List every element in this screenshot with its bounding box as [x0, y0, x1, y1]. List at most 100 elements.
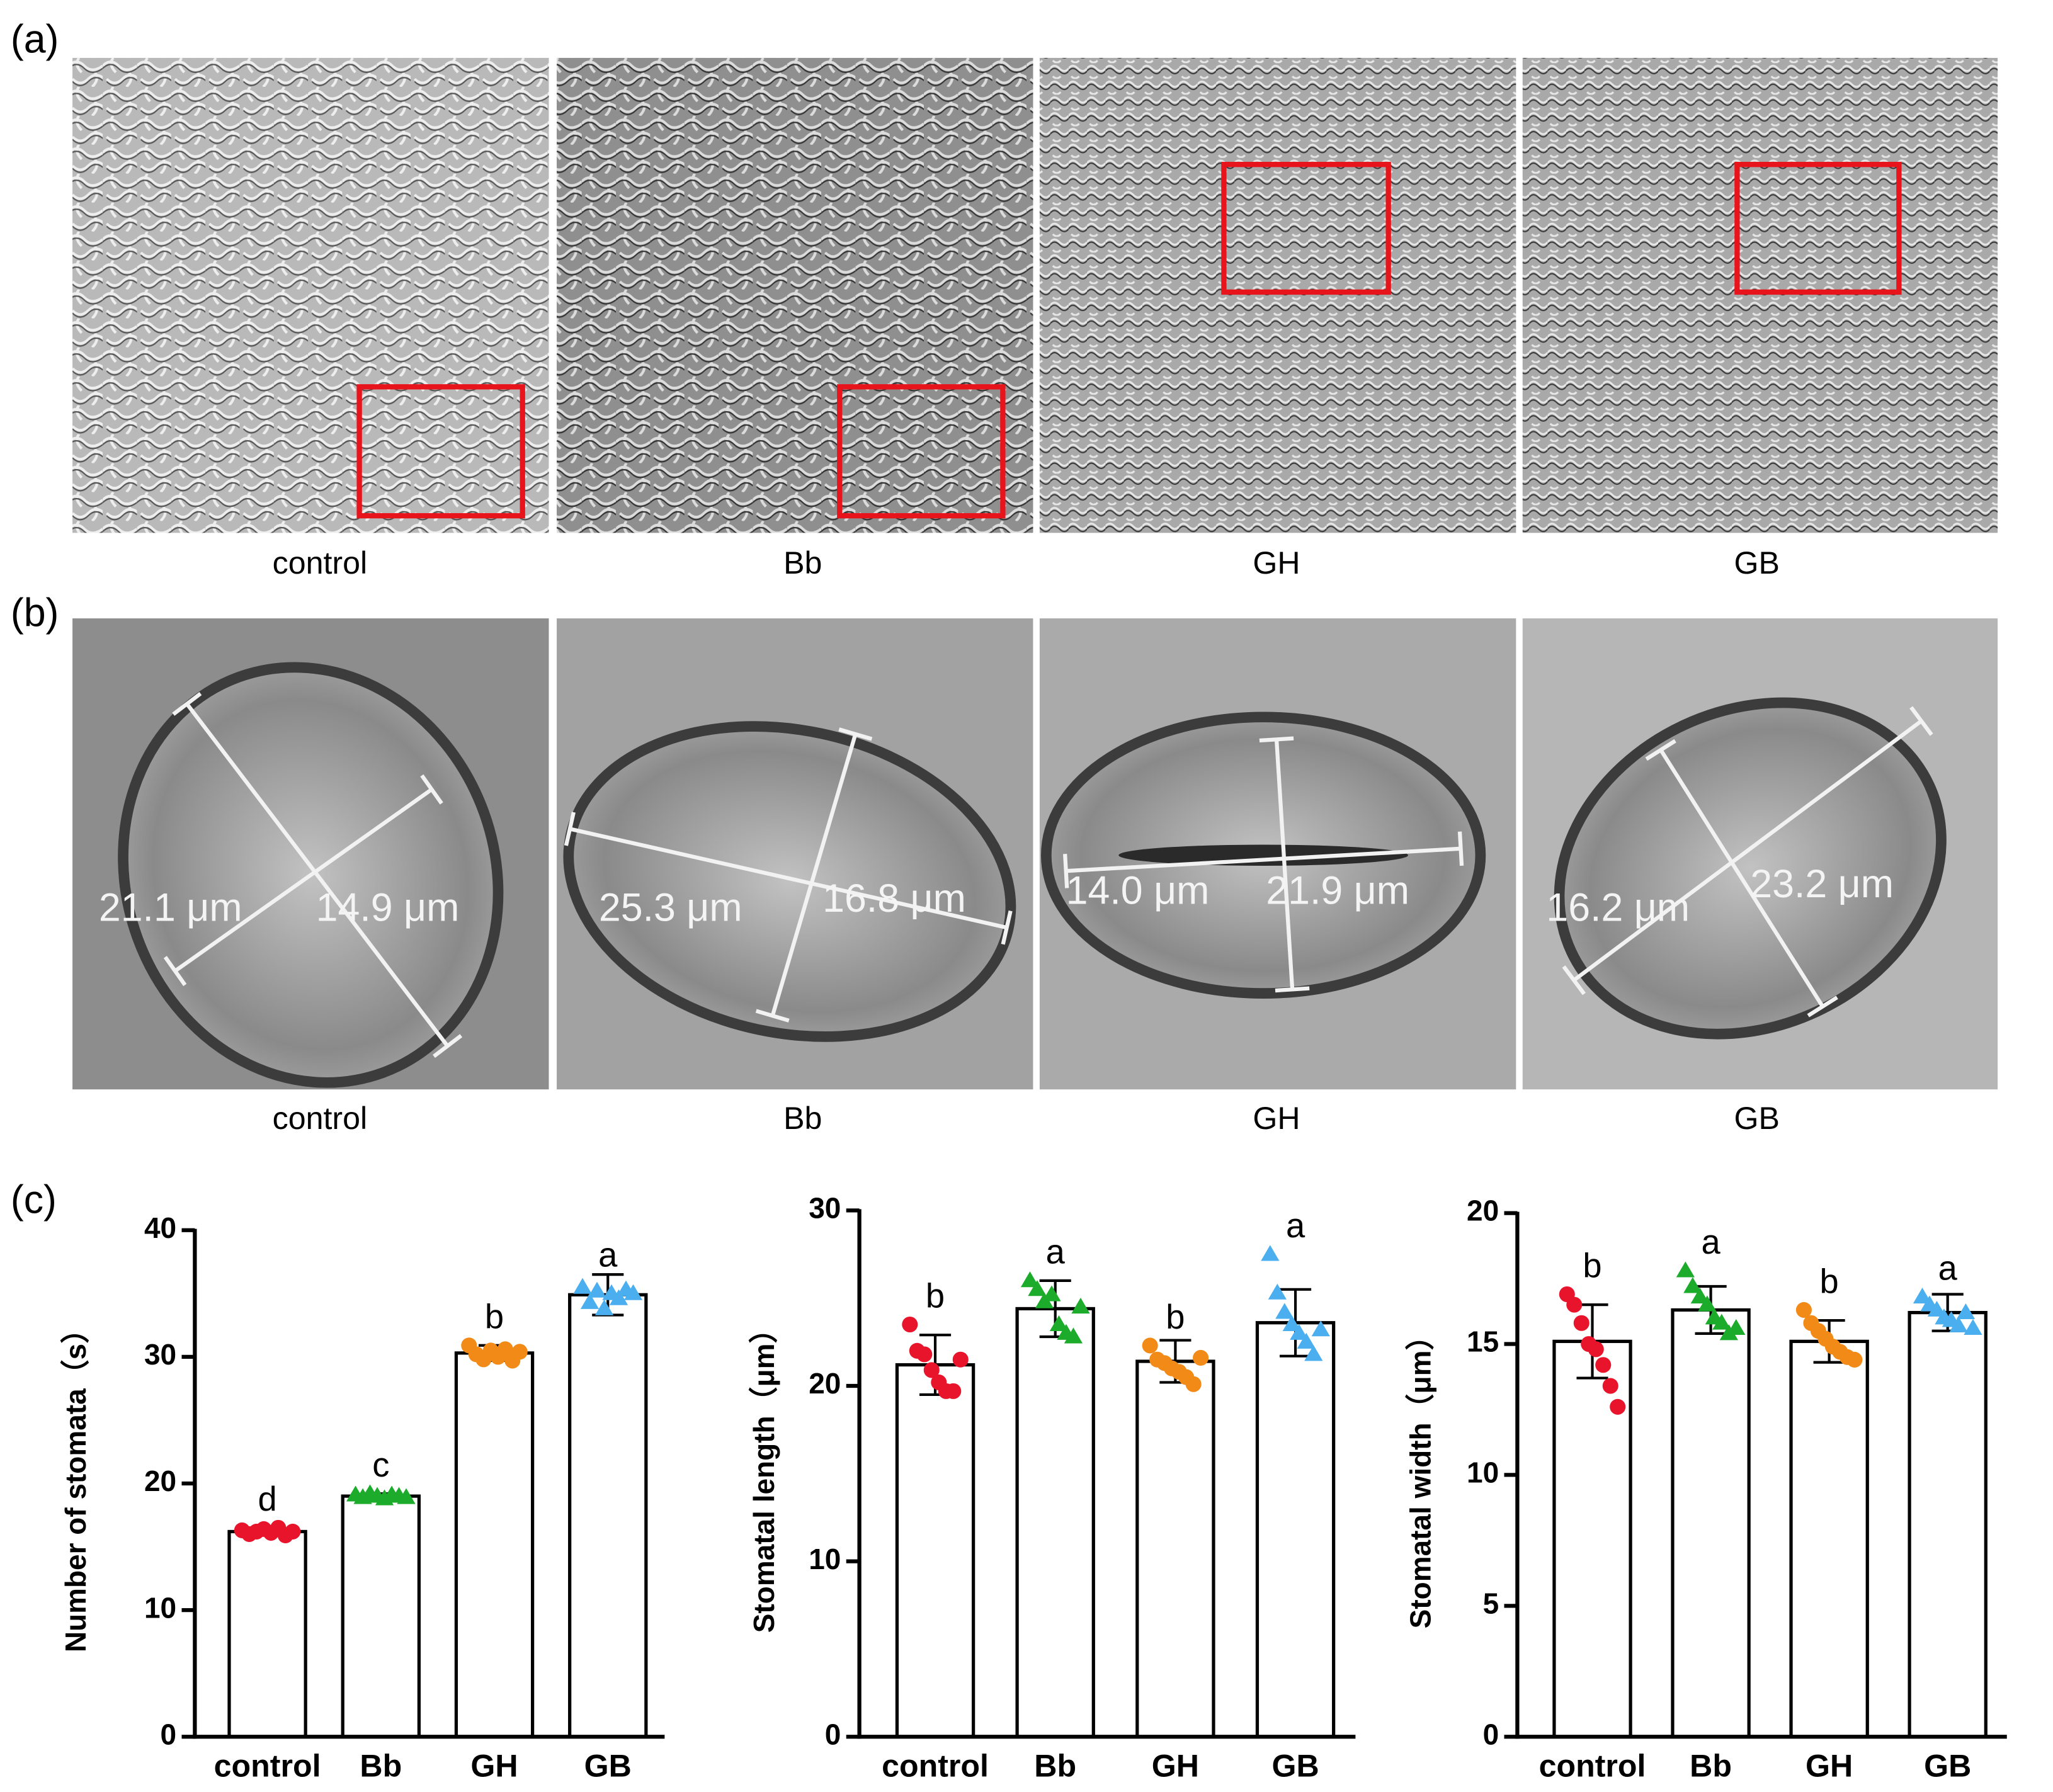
measure-cap	[163, 956, 187, 987]
significance-letter: a	[1701, 1223, 1720, 1261]
y-axis-title: Stomatal width（μm）	[1404, 1321, 1436, 1628]
y-tick-label: 0	[1483, 1718, 1499, 1750]
y-tick-label: 40	[144, 1211, 176, 1244]
highlight-box	[1734, 162, 1902, 295]
bar	[1908, 1310, 1988, 1738]
x-tick-label: GB	[1271, 1749, 1319, 1784]
measure-cap	[1275, 986, 1310, 993]
x-tick-label: Bb	[360, 1749, 402, 1784]
data-point	[497, 1341, 513, 1358]
measurement-label: 23.2 μm	[1750, 862, 1894, 906]
data-point	[1261, 1245, 1280, 1261]
y-axis-title: Stomatal length（μm）	[748, 1314, 780, 1633]
data-point	[1042, 1285, 1061, 1301]
significance-letter: b	[926, 1276, 945, 1315]
y-tick-label: 5	[1483, 1587, 1499, 1619]
measure-line	[1274, 739, 1295, 990]
y-tick-label: 20	[809, 1367, 841, 1400]
x-tick-label: GH	[470, 1749, 518, 1784]
y-axis-title: Number of stomata（s）	[59, 1315, 92, 1652]
data-point	[1964, 1318, 1982, 1335]
measurement-label: 16.8 μm	[822, 876, 966, 921]
data-point	[1846, 1351, 1863, 1368]
chart: Stomatal width（μm） 0 5 10 15 20 b control a Bb b GH…	[1404, 1194, 2007, 1784]
measure-line	[174, 788, 433, 973]
data-point	[1573, 1315, 1590, 1331]
data-point	[1595, 1357, 1612, 1373]
measure-cap	[172, 691, 202, 716]
data-point	[511, 1344, 528, 1360]
data-point	[1028, 1280, 1047, 1296]
measure-cap	[838, 727, 873, 741]
data-point	[1913, 1288, 1932, 1304]
x-tick-label: GB	[1924, 1749, 1971, 1784]
charts: Number of stomata（s） 0 10 20 30 40 d control c Bb…	[59, 1192, 2007, 1784]
measure-cap	[1807, 995, 1838, 1018]
micrograph	[1039, 57, 1516, 533]
micrograph-row-a	[72, 57, 1998, 533]
data-point	[1566, 1296, 1583, 1313]
x-tick-label: control	[882, 1749, 989, 1784]
x-tick-label: Bb	[1690, 1749, 1732, 1784]
bar	[1789, 1339, 1869, 1738]
significance-letter: a	[1286, 1206, 1305, 1245]
data-point	[285, 1523, 301, 1540]
measure-line	[770, 734, 858, 1017]
data-point	[1676, 1261, 1695, 1278]
significance-letter: b	[1166, 1298, 1185, 1336]
data-point	[1020, 1271, 1040, 1288]
x-tick-label: GH	[1806, 1749, 1853, 1784]
y-tick-label: 10	[1467, 1456, 1499, 1489]
measure-cap	[420, 774, 443, 805]
y-tick-label: 10	[809, 1543, 841, 1575]
bar	[1015, 1307, 1095, 1738]
data-point	[1727, 1318, 1746, 1335]
data-point	[1185, 1376, 1202, 1392]
data-point	[1698, 1295, 1717, 1312]
data-point	[609, 1289, 628, 1305]
micrograph	[1522, 57, 1998, 533]
data-point	[952, 1351, 969, 1368]
data-point	[1275, 1303, 1294, 1319]
y-tick-label: 0	[161, 1718, 177, 1750]
data-point	[1602, 1378, 1618, 1394]
x-tick-label: control	[1539, 1749, 1646, 1784]
measurement-label: 14.9 μm	[316, 886, 460, 930]
data-point	[594, 1299, 614, 1315]
highlight-box	[356, 384, 525, 519]
data-point	[588, 1281, 606, 1298]
x-tick-label: Bb	[1034, 1749, 1076, 1784]
caption: GB	[1734, 1101, 1780, 1136]
x-tick-label: GB	[584, 1749, 632, 1784]
caption: control	[273, 1101, 367, 1136]
y-tick-label: 20	[1467, 1194, 1499, 1227]
data-point	[1193, 1349, 1209, 1366]
y-tick-label: 0	[825, 1718, 841, 1750]
significance-letter: b	[1820, 1262, 1839, 1300]
data-point	[1049, 1315, 1069, 1331]
data-point	[1290, 1324, 1309, 1340]
measure-lines	[163, 691, 1933, 1058]
caption: Bb	[783, 545, 822, 581]
measurement-label: 21.9 μm	[1266, 869, 1409, 913]
bar	[568, 1293, 648, 1738]
panel-label: (c)	[11, 1178, 57, 1222]
x-tick-label: GH	[1152, 1749, 1199, 1784]
data-point	[1610, 1398, 1626, 1415]
measure-line	[1066, 846, 1461, 873]
y-tick-label: 30	[809, 1192, 841, 1225]
measurement-label: 16.2 μm	[1546, 886, 1690, 930]
data-point	[1683, 1277, 1702, 1293]
significance-letter: a	[1938, 1249, 1958, 1287]
data-point	[1712, 1313, 1731, 1330]
measure-cap	[1909, 706, 1933, 736]
bar	[454, 1351, 535, 1738]
data-point	[1588, 1341, 1604, 1358]
data-point	[573, 1278, 592, 1294]
data-point	[1690, 1288, 1709, 1304]
measure-cap	[564, 812, 576, 846]
data-point	[580, 1293, 600, 1309]
measure-line	[1659, 749, 1824, 1008]
